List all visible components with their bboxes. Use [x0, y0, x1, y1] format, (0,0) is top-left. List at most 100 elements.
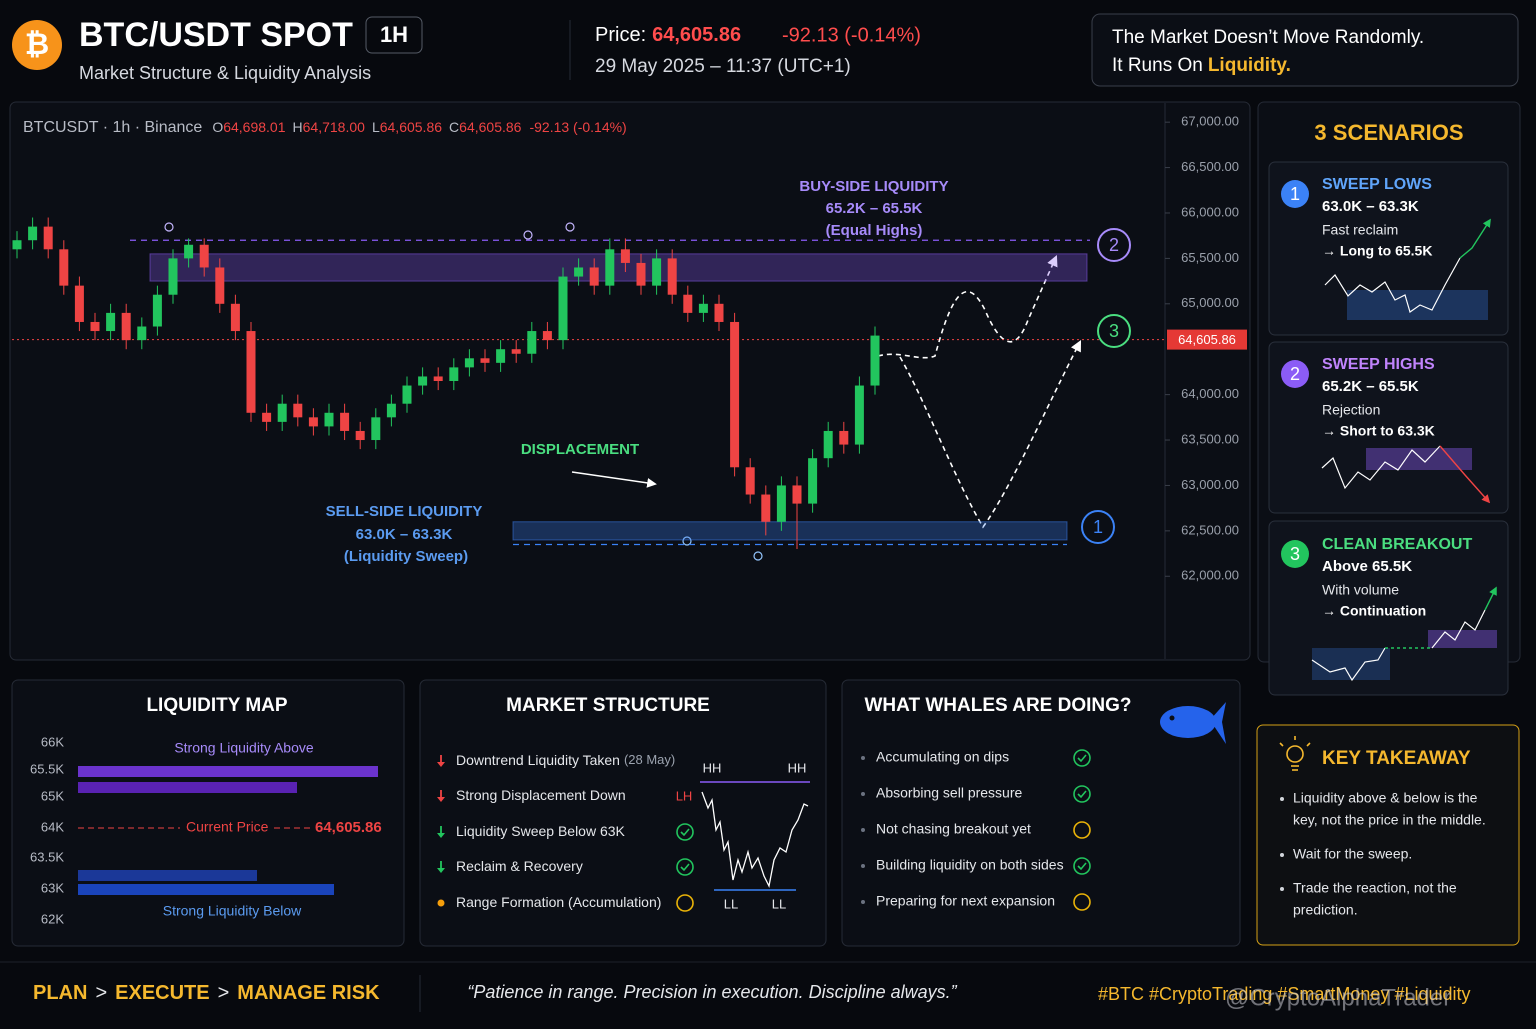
scenario-marker: [1081, 510, 1115, 544]
candle-body: [636, 262, 646, 286]
scenario-note: Fast reclaim: [1322, 222, 1398, 238]
projection-path: [899, 340, 1082, 529]
check-icon: [1073, 785, 1091, 803]
takeaway-text: Trade the reaction, not the: [1293, 880, 1457, 896]
arrow-head: [437, 797, 445, 802]
subtitle: Market Structure & Liquidity Analysis: [79, 63, 371, 83]
structure-panel: [419, 679, 827, 947]
candle-body: [168, 258, 178, 295]
level-label: 62K: [41, 911, 64, 926]
scenario-note: With volume: [1322, 582, 1399, 598]
takeaway-text: key, not the price in the middle.: [1293, 812, 1486, 828]
candle-body: [324, 412, 334, 427]
label-part: >: [218, 982, 230, 1004]
btc-icon: [12, 20, 62, 70]
bullet: [861, 756, 865, 760]
candle-body: [355, 430, 365, 441]
whale-icon: [1160, 702, 1226, 744]
zone-range: 63.0K – 63.3K: [356, 526, 453, 543]
bullet: [861, 900, 865, 904]
candle-body: [808, 458, 818, 504]
open-icon: [1073, 893, 1091, 911]
bulb-icon: [1279, 736, 1311, 771]
bullet: [861, 792, 865, 796]
check-icon: [676, 858, 694, 876]
price-tag: [1167, 329, 1247, 350]
whale-item: Building liquidity on both sides: [876, 857, 1064, 873]
liquidity-below: Strong Liquidity Below: [163, 903, 302, 919]
title: BTC/USDT SPOT: [79, 16, 353, 54]
candle-body: [293, 403, 303, 418]
scenario-note: Rejection: [1322, 402, 1380, 418]
swing-markers: [682, 536, 763, 561]
label-part: Price:: [595, 24, 646, 46]
panel-title: LIQUIDITY MAP: [146, 695, 287, 716]
y-tick-label: 62,500.00: [1181, 522, 1239, 537]
check-mark: [680, 863, 690, 872]
scenario-number-badge: [1281, 180, 1309, 208]
tagline: It Runs On Liquidity.: [1112, 55, 1291, 76]
zone-note: (Liquidity Sweep): [344, 548, 468, 565]
check-mark: [1077, 790, 1087, 799]
candle-body: [667, 258, 677, 295]
candle-body: [386, 403, 396, 418]
level-label: 64K: [41, 819, 64, 834]
scenario-card: [1268, 161, 1509, 336]
zone-label: SELL-SIDE LIQUIDITY: [326, 503, 483, 520]
candle-body: [28, 226, 38, 241]
candle-body: [371, 417, 381, 441]
candle-body: [308, 417, 318, 427]
swing-markers: [164, 222, 575, 240]
arrow-head: [437, 762, 445, 767]
label-part: 64,698.01: [223, 119, 285, 135]
candle-body: [340, 412, 350, 431]
label-part: 64,605.86: [459, 119, 521, 135]
candle-body: [184, 244, 194, 259]
label-part: (28 May): [624, 752, 675, 767]
label-part: >: [95, 982, 107, 1004]
candle-body: [418, 376, 428, 386]
structure-label: LH: [676, 788, 693, 803]
candle-body: [449, 367, 459, 381]
candle-body: [761, 494, 771, 522]
label-part: PLAN: [33, 982, 87, 1004]
zone-range: 65.2K – 65.5K: [826, 200, 923, 217]
scenario-number-badge: [1281, 360, 1309, 388]
bullet: [861, 828, 865, 832]
scenario-number: 1: [1290, 184, 1300, 204]
datetime: 29 May 2025 – 11:37 (UTC+1): [595, 56, 851, 77]
level-label: 65K: [41, 788, 64, 803]
candle-body: [480, 358, 490, 363]
dot-icon: [437, 899, 445, 907]
y-tick-label: 66,000.00: [1181, 204, 1239, 219]
candle-body: [152, 294, 162, 327]
label-part: O: [212, 119, 223, 135]
label-part: 64,718.00: [303, 119, 365, 135]
label-part: EXECUTE: [115, 982, 209, 1004]
level-label: 66K: [41, 734, 64, 749]
scenario-range: 63.0K – 63.3K: [1322, 198, 1419, 215]
candle-body: [854, 385, 864, 445]
candle-body: [464, 358, 474, 368]
scenario-number: 2: [1290, 364, 1300, 384]
liquidity-zone: [149, 253, 1088, 282]
candle-body: [121, 312, 131, 341]
structure-item: Reclaim & Recovery: [456, 858, 583, 874]
takeaway-text: prediction.: [1293, 902, 1358, 918]
scenario-number: 3: [1290, 544, 1300, 564]
label-part: MANAGE RISK: [237, 982, 380, 1004]
y-tick-label: 67,000.00: [1181, 114, 1239, 129]
annotation: DISPLACEMENT: [521, 441, 639, 458]
candle-body: [652, 258, 662, 286]
open-icon: [676, 894, 694, 912]
check-mark: [1077, 754, 1087, 763]
candle-body: [683, 294, 693, 313]
quote: “Patience in range. Precision in executi…: [467, 982, 957, 1002]
structure-label: HH: [788, 760, 807, 775]
bullet: [1280, 797, 1284, 801]
check-icon: [676, 823, 694, 841]
check-mark: [1077, 862, 1087, 871]
structure-item: Downtrend Liquidity Taken (28 May): [456, 752, 675, 768]
candle-body: [277, 403, 287, 422]
projection-path: [877, 254, 1058, 359]
